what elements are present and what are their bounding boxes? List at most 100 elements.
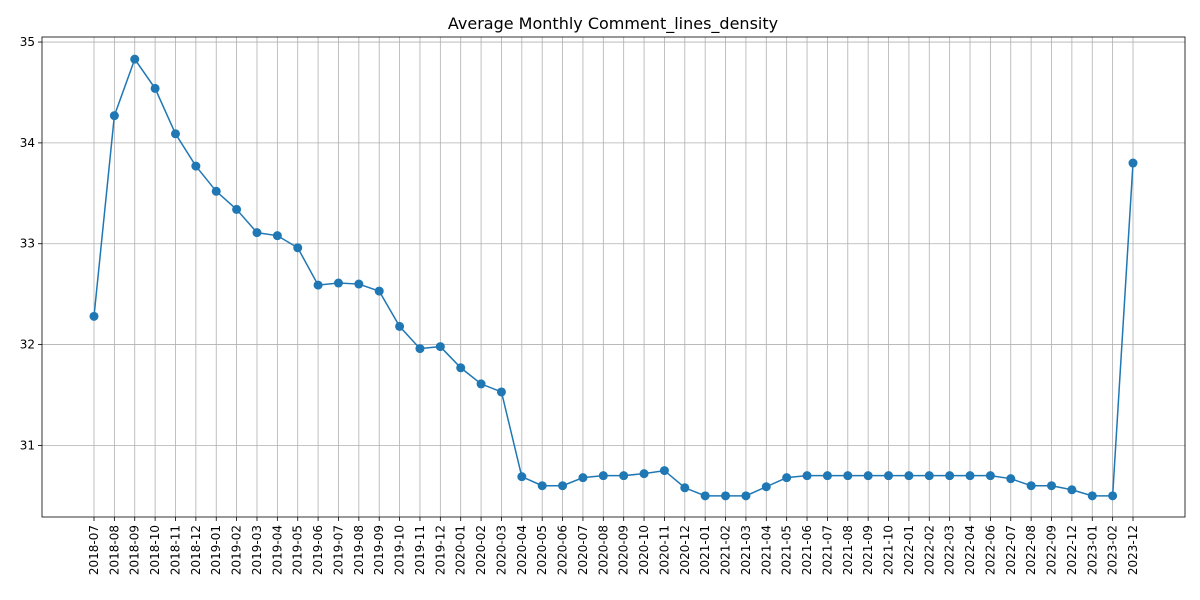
x-tick-label: 2019-08	[352, 525, 366, 575]
y-tick-label: 34	[20, 136, 35, 150]
x-tick-label: 2022-12	[1065, 525, 1079, 575]
data-point	[1128, 158, 1138, 168]
data-point	[354, 279, 364, 289]
x-tick-label: 2019-09	[372, 525, 386, 575]
data-point	[1108, 491, 1118, 501]
data-point	[680, 483, 690, 493]
x-tick-label: 2019-10	[393, 525, 407, 575]
x-tick-label: 2023-01	[1085, 525, 1099, 575]
x-tick-label: 2018-12	[189, 525, 203, 575]
data-point	[130, 54, 140, 64]
y-axis: 31 32 33 34 35	[20, 35, 42, 452]
data-point	[1047, 481, 1057, 491]
x-tick-label: 2019-07	[331, 525, 345, 575]
y-tick-label: 32	[20, 338, 35, 352]
x-tick-label: 2020-12	[678, 525, 692, 575]
x-tick-label: 2021-06	[800, 525, 814, 575]
data-point	[395, 321, 405, 331]
x-tick-label: 2020-05	[535, 525, 549, 575]
data-point	[1006, 474, 1016, 484]
data-point	[496, 387, 506, 397]
data-point	[965, 471, 975, 481]
x-tick-label: 2021-10	[882, 525, 896, 575]
x-tick-label: 2020-04	[515, 525, 529, 575]
data-point	[863, 471, 873, 481]
data-point	[721, 491, 731, 501]
data-point	[211, 186, 221, 196]
series-line	[93, 57, 1134, 497]
data-point	[945, 471, 955, 481]
data-point	[150, 83, 160, 93]
data-point	[1026, 481, 1036, 491]
x-tick-label: 2022-02	[922, 525, 936, 575]
data-point	[558, 481, 568, 491]
plot-frame	[41, 36, 1186, 518]
x-tick-label: 2021-04	[759, 525, 773, 575]
x-tick-label: 2019-11	[413, 525, 427, 575]
data-point	[884, 471, 894, 481]
x-tick-label: 2021-01	[698, 525, 712, 575]
data-point	[843, 471, 853, 481]
data-point	[415, 344, 425, 354]
x-tick-label: 2023-02	[1106, 525, 1120, 575]
x-tick-label: 2019-01	[209, 525, 223, 575]
data-point	[822, 471, 832, 481]
data-point	[333, 278, 343, 288]
data-point	[293, 243, 303, 253]
x-tick-label: 2019-12	[433, 525, 447, 575]
x-tick-label: 2020-08	[596, 525, 610, 575]
x-tick-label: 2018-09	[128, 525, 142, 575]
x-tick-label: 2022-01	[902, 525, 916, 575]
data-point	[578, 473, 588, 483]
data-point	[782, 473, 792, 483]
data-point	[1067, 485, 1077, 495]
x-tick-label: 2019-05	[291, 525, 305, 575]
y-tick-label: 33	[20, 237, 35, 251]
x-tick-label: 2021-08	[841, 525, 855, 575]
y-tick-label: 31	[20, 438, 35, 452]
x-tick-label: 2020-07	[576, 525, 590, 575]
x-tick-label: 2020-02	[474, 525, 488, 575]
data-point	[170, 129, 180, 139]
data-point	[659, 466, 669, 476]
x-tick-label: 2022-06	[983, 525, 997, 575]
x-tick-label: 2022-08	[1024, 525, 1038, 575]
x-tick-label: 2021-02	[719, 525, 733, 575]
x-tick-label: 2019-04	[270, 525, 284, 575]
x-tick-label: 2018-10	[148, 525, 162, 575]
x-tick-label: 2022-09	[1045, 525, 1059, 575]
y-tick-label: 35	[20, 35, 35, 49]
data-point	[435, 342, 445, 352]
data-point	[1087, 491, 1097, 501]
data-point	[109, 111, 119, 121]
x-tick-label: 2020-09	[617, 525, 631, 575]
x-tick-label: 2018-08	[107, 525, 121, 575]
data-point	[89, 311, 99, 321]
data-point	[374, 286, 384, 296]
data-point	[537, 481, 547, 491]
x-tick-label: 2022-04	[963, 525, 977, 575]
data-point	[252, 228, 262, 238]
data-point	[761, 482, 771, 492]
data-point	[700, 491, 710, 501]
x-tick-label: 2019-02	[230, 525, 244, 575]
x-tick-label: 2018-11	[168, 525, 182, 575]
data-point	[904, 471, 914, 481]
grid	[42, 37, 1185, 517]
x-tick-label: 2020-06	[556, 525, 570, 575]
data-point	[191, 161, 201, 171]
x-tick-label: 2020-10	[637, 525, 651, 575]
data-point	[598, 471, 608, 481]
x-tick-label: 2021-03	[739, 525, 753, 575]
x-tick-label: 2019-06	[311, 525, 325, 575]
x-tick-label: 2022-03	[943, 525, 957, 575]
data-point	[517, 472, 527, 482]
data-point	[924, 471, 934, 481]
x-tick-label: 2018-07	[87, 525, 101, 575]
data-point	[456, 363, 466, 373]
data-point	[476, 379, 486, 389]
x-tick-label: 2020-11	[657, 525, 671, 575]
x-tick-label: 2021-09	[861, 525, 875, 575]
data-point	[272, 231, 282, 241]
data-point	[619, 471, 629, 481]
